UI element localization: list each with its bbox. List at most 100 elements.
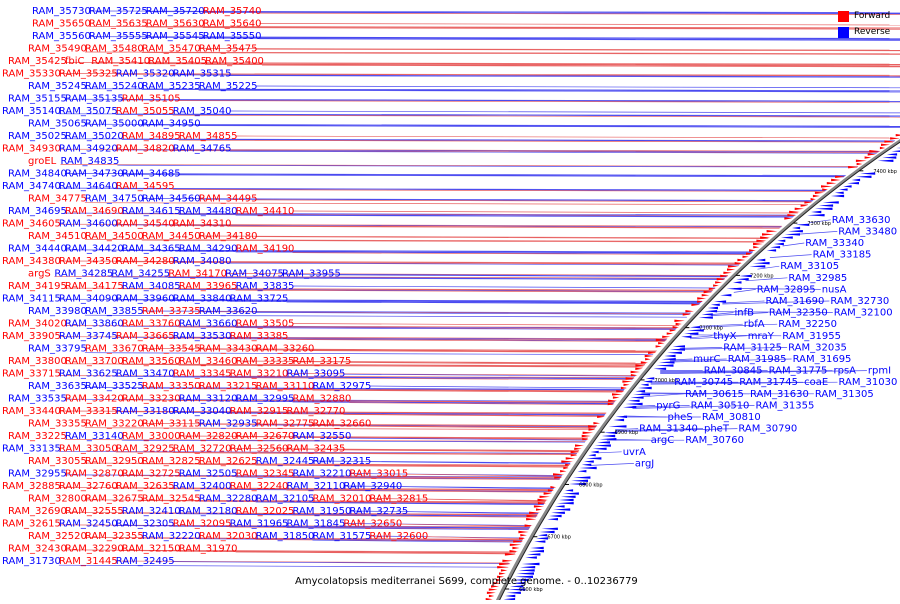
gene-label-left[interactable]: RAM_33175 xyxy=(293,356,352,367)
gene-label-left[interactable]: RAM_34595 xyxy=(116,181,175,192)
gene-label-left[interactable]: RAM_33115 xyxy=(142,419,201,430)
gene-label-right[interactable]: RAM_31355 xyxy=(756,400,815,411)
gene-label-left[interactable]: RAM_35720 xyxy=(146,6,205,17)
gene-label-left[interactable]: RAM_32345 xyxy=(236,469,295,480)
gene-label-left[interactable]: RAM_33230 xyxy=(122,394,181,405)
gene-label-right[interactable]: RAM_32895 xyxy=(757,284,816,295)
gene-label-left[interactable]: RAM_32950 xyxy=(85,456,144,467)
gene-label-left[interactable]: RAM_35320 xyxy=(116,69,175,80)
gene-label-left[interactable]: RAM_32545 xyxy=(142,494,201,505)
gene-label-left[interactable]: RAM_34170 xyxy=(168,269,227,280)
gene-label-left[interactable]: RAM_32885 xyxy=(2,481,61,492)
gene-label-left[interactable]: RAM_32800 xyxy=(28,494,87,505)
gene-label-left[interactable]: RAM_33545 xyxy=(142,344,201,355)
gene-label-left[interactable]: RAM_35730 xyxy=(32,6,91,17)
gene-label-left[interactable]: RAM_32550 xyxy=(293,431,352,442)
gene-label-left[interactable]: RAM_35075 xyxy=(59,106,118,117)
gene-label-left[interactable]: RAM_31965 xyxy=(230,519,289,530)
gene-label-right[interactable]: RAM_31695 xyxy=(793,354,852,365)
gene-label-left[interactable]: RAM_34080 xyxy=(173,256,232,267)
gene-label-right[interactable]: RAM_33105 xyxy=(780,261,839,272)
gene-label-left[interactable]: RAM_35555 xyxy=(89,31,148,42)
gene-label-left[interactable]: RAM_34440 xyxy=(8,244,67,255)
gene-label-left[interactable]: RAM_32880 xyxy=(293,394,352,405)
gene-label-left[interactable]: RAM_32915 xyxy=(230,406,289,417)
gene-label-left[interactable]: RAM_32870 xyxy=(65,469,124,480)
gene-label-left[interactable]: RAM_33225 xyxy=(8,431,67,442)
gene-label-left[interactable]: RAM_34380 xyxy=(2,256,61,267)
gene-label-left[interactable]: RAM_32430 xyxy=(8,544,67,555)
gene-label-left[interactable]: RAM_32815 xyxy=(369,494,428,505)
gene-label-right[interactable]: RAM_31955 xyxy=(782,331,841,342)
gene-label-left[interactable]: RAM_33530 xyxy=(173,331,232,342)
gene-label-left[interactable]: RAM_32600 xyxy=(369,531,428,542)
gene-label-right[interactable]: argC xyxy=(651,435,674,446)
gene-label-left[interactable]: RAM_33665 xyxy=(116,331,175,342)
gene-label-left[interactable]: RAM_34085 xyxy=(122,281,181,292)
gene-label-left[interactable]: RAM_32615 xyxy=(2,519,61,530)
gene-label-left[interactable]: RAM_35000 xyxy=(85,119,144,130)
gene-label-left[interactable]: RAM_33180 xyxy=(116,406,175,417)
gene-label-left[interactable]: fbiC xyxy=(65,56,85,67)
gene-label-left[interactable]: RAM_35490 xyxy=(28,44,87,55)
gene-label-left[interactable]: RAM_35630 xyxy=(146,19,205,30)
gene-label-right[interactable]: RAM_30615 xyxy=(685,389,744,400)
gene-label-left[interactable]: RAM_35235 xyxy=(142,81,201,92)
gene-label-left[interactable]: RAM_34365 xyxy=(122,244,181,255)
gene-label-left[interactable]: RAM_33430 xyxy=(199,344,258,355)
gene-label-left[interactable]: RAM_33800 xyxy=(8,356,67,367)
gene-label-left[interactable]: RAM_35410 xyxy=(91,56,150,67)
gene-label-left[interactable]: RAM_32400 xyxy=(173,481,232,492)
gene-label-left[interactable]: RAM_35240 xyxy=(85,81,144,92)
gene-label-left[interactable]: RAM_32180 xyxy=(179,506,238,517)
gene-label-left[interactable]: RAM_33440 xyxy=(2,406,61,417)
gene-label-left[interactable]: RAM_34420 xyxy=(65,244,124,255)
gene-label-left[interactable]: RAM_33735 xyxy=(142,306,201,317)
gene-label-right[interactable]: RAM_30790 xyxy=(738,424,797,435)
gene-label-right[interactable]: murC xyxy=(693,354,720,365)
gene-label-left[interactable]: RAM_32760 xyxy=(59,481,118,492)
gene-label-left[interactable]: RAM_33460 xyxy=(179,356,238,367)
gene-label-left[interactable]: RAM_34775 xyxy=(28,194,87,205)
gene-label-left[interactable]: RAM_33635 xyxy=(28,381,87,392)
gene-label-left[interactable]: RAM_34730 xyxy=(65,169,124,180)
gene-label-left[interactable]: RAM_35105 xyxy=(122,94,181,105)
gene-label-left[interactable]: RAM_34075 xyxy=(225,269,284,280)
gene-label-left[interactable]: RAM_32010 xyxy=(313,494,372,505)
gene-label-left[interactable]: RAM_35025 xyxy=(8,131,67,142)
gene-label-right[interactable]: pheT xyxy=(704,424,730,435)
gene-label-left[interactable]: RAM_35055 xyxy=(116,106,175,117)
gene-label-left[interactable]: RAM_33700 xyxy=(65,356,124,367)
gene-label-left[interactable]: RAM_32925 xyxy=(116,444,175,455)
gene-label-left[interactable]: RAM_32355 xyxy=(85,531,144,542)
gene-label-left[interactable]: RAM_35475 xyxy=(199,44,258,55)
gene-label-left[interactable]: RAM_33015 xyxy=(349,469,408,480)
gene-label-left[interactable]: RAM_33860 xyxy=(65,319,124,330)
gene-label-left[interactable]: RAM_32625 xyxy=(199,456,258,467)
gene-label-left[interactable]: RAM_33220 xyxy=(85,419,144,430)
gene-label-right[interactable]: RAM_31305 xyxy=(815,389,874,400)
gene-label-left[interactable]: RAM_35225 xyxy=(199,81,258,92)
gene-label-left[interactable]: RAM_31730 xyxy=(2,556,61,567)
gene-label-right[interactable]: argJ xyxy=(635,458,654,469)
gene-label-right[interactable]: RAM_32250 xyxy=(778,319,837,330)
gene-label-right[interactable]: rpmI xyxy=(868,366,891,377)
gene-label-left[interactable]: RAM_34090 xyxy=(59,294,118,305)
gene-label-left[interactable]: RAM_34920 xyxy=(59,144,118,155)
gene-label-left[interactable]: RAM_34855 xyxy=(179,131,238,142)
gene-label-left[interactable]: RAM_35470 xyxy=(142,44,201,55)
gene-label-left[interactable]: RAM_34175 xyxy=(65,281,124,292)
gene-label-left[interactable]: RAM_35400 xyxy=(205,56,264,67)
gene-label-left[interactable]: RAM_32725 xyxy=(122,469,181,480)
gene-label-left[interactable]: RAM_33210 xyxy=(230,369,289,380)
gene-label-left[interactable]: RAM_35545 xyxy=(146,31,205,42)
gene-label-left[interactable]: RAM_34020 xyxy=(8,319,67,330)
gene-label-left[interactable]: RAM_33745 xyxy=(59,331,118,342)
gene-label-left[interactable]: RAM_32105 xyxy=(256,494,315,505)
gene-label-left[interactable]: RAM_33385 xyxy=(230,331,289,342)
gene-label-left[interactable]: RAM_34310 xyxy=(173,219,232,230)
gene-label-right[interactable]: RAM_30810 xyxy=(702,412,761,423)
gene-label-left[interactable]: RAM_32445 xyxy=(256,456,315,467)
gene-label-right[interactable]: RAM_33480 xyxy=(838,226,897,237)
gene-label-left[interactable]: RAM_35325 xyxy=(59,69,118,80)
